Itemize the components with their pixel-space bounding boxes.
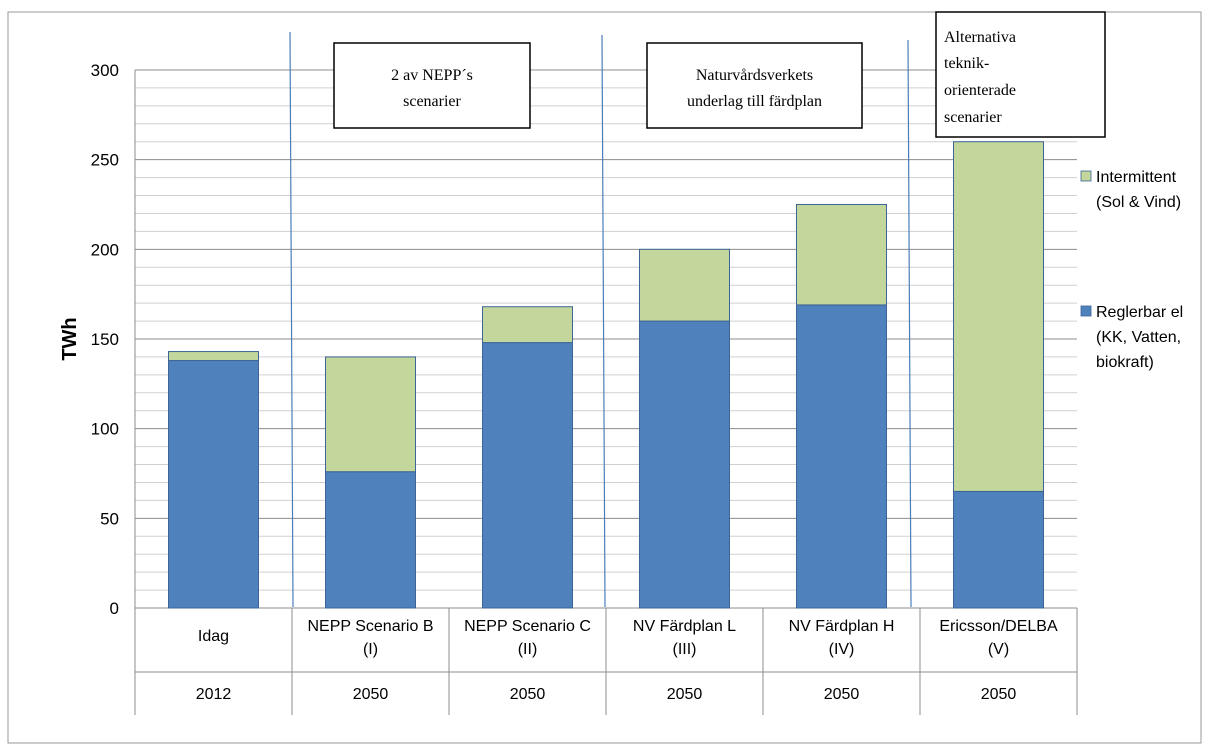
bar-intermittent: [325, 356, 416, 473]
category-label: (I): [363, 641, 378, 658]
annotation-text: underlag till färdplan: [687, 93, 822, 110]
category-label: NEPP Scenario B: [308, 618, 434, 635]
y-tick-label: 200: [91, 240, 119, 259]
legend-item-reglerbar-label: Reglerbar el: [1096, 304, 1183, 321]
group-separator-line: [907, 39, 912, 608]
annotation-box: [935, 11, 1106, 138]
bar-reglerbar: [168, 360, 259, 609]
y-tick-label: 300: [91, 61, 119, 80]
bar-reglerbar: [325, 471, 416, 609]
bar-reglerbar: [796, 304, 887, 609]
category-label: Idag: [198, 628, 229, 645]
group-separator-line: [289, 31, 294, 608]
bar-intermittent: [482, 306, 573, 344]
annotation-text: Alternativa: [944, 29, 1016, 46]
legend-item-reglerbar-label: (KK, Vatten,: [1096, 329, 1181, 346]
legend-item-intermittent-label: Intermittent: [1096, 169, 1177, 186]
category-label: NV Färdplan H: [789, 618, 895, 635]
y-tick-label: 100: [91, 420, 119, 439]
legend-item-intermittent-swatch: [1080, 170, 1092, 182]
annotation-text: orienterade: [944, 82, 1016, 99]
bar-intermittent: [953, 141, 1044, 492]
category-label: (IV): [829, 641, 855, 658]
annotation-text: 2 av NEPP´s: [391, 67, 473, 84]
category-label: (III): [673, 641, 697, 658]
bar-reglerbar: [482, 342, 573, 609]
annotation-text: scenarier: [403, 93, 461, 110]
legend-item-reglerbar-label: biokraft): [1096, 354, 1154, 371]
category-label: Ericsson/DELBA: [939, 618, 1058, 635]
y-axis-title: TWh: [59, 317, 81, 360]
bar-reglerbar: [639, 320, 730, 609]
bar-reglerbar: [953, 490, 1044, 609]
annotation-box: [333, 42, 531, 129]
y-tick-label: 150: [91, 330, 119, 349]
annotation-text: Naturvårdsverkets: [696, 67, 813, 84]
y-tick-label: 250: [91, 151, 119, 170]
category-year-label: 2050: [824, 686, 860, 703]
annotation-text: teknik-: [944, 55, 989, 72]
bar-intermittent: [796, 204, 887, 306]
category-year-label: 2050: [353, 686, 389, 703]
y-tick-label: 0: [110, 599, 119, 618]
category-year-label: 2012: [196, 686, 232, 703]
annotation-box: [646, 42, 863, 129]
category-year-label: 2050: [981, 686, 1017, 703]
legend-item-intermittent-label: (Sol & Vind): [1096, 194, 1181, 211]
bar-intermittent: [639, 248, 730, 322]
group-separator-line: [601, 34, 606, 608]
y-tick-label: 50: [100, 509, 119, 528]
category-label: (II): [518, 641, 538, 658]
legend-item-reglerbar-swatch: [1080, 305, 1092, 317]
category-label: NV Färdplan L: [633, 618, 736, 635]
category-label: (V): [988, 641, 1009, 658]
category-year-label: 2050: [510, 686, 546, 703]
annotation-text: scenarier: [944, 109, 1002, 126]
category-label: NEPP Scenario C: [464, 618, 591, 635]
bar-intermittent: [168, 351, 259, 362]
category-year-label: 2050: [667, 686, 703, 703]
